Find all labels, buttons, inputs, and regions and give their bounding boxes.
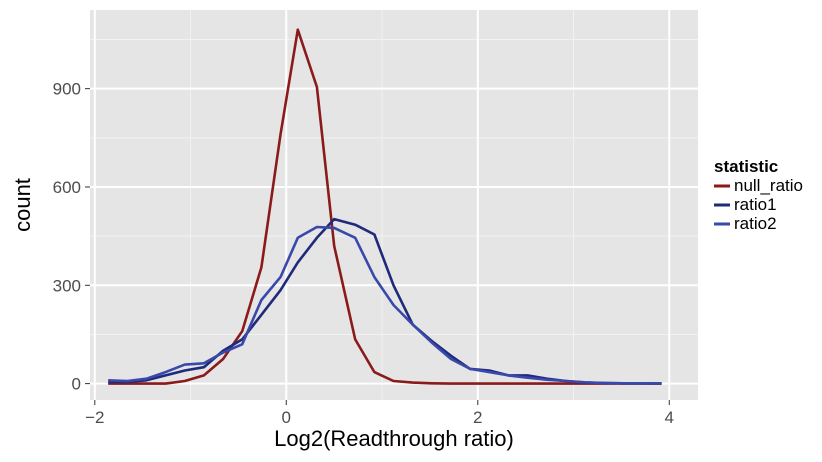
series-lines bbox=[108, 28, 662, 385]
plot-panel bbox=[90, 10, 698, 400]
series-line-null-ratio bbox=[108, 28, 662, 385]
y-axis-title: count bbox=[10, 178, 35, 232]
series-line-ratio2 bbox=[108, 225, 662, 385]
minor-gridlines bbox=[90, 10, 698, 400]
y-tick-label: 0 bbox=[72, 375, 81, 394]
y-tick-label: 300 bbox=[53, 276, 81, 295]
x-axis-title: Log2(Readthrough ratio) bbox=[274, 426, 514, 451]
y-axis-ticks: 0 300 600 900 bbox=[53, 80, 90, 394]
legend-title: statistic bbox=[714, 157, 778, 176]
x-tick-label: 0 bbox=[282, 408, 291, 427]
x-tick-label: 4 bbox=[665, 408, 674, 427]
legend-label: ratio2 bbox=[734, 214, 777, 233]
x-tick-label: −2 bbox=[85, 408, 104, 427]
y-tick-label: 600 bbox=[53, 178, 81, 197]
legend-label: null_ratio bbox=[734, 176, 803, 195]
x-tick-label: 2 bbox=[473, 408, 482, 427]
x-axis-ticks: −2 0 2 4 bbox=[85, 400, 674, 427]
y-tick-label: 900 bbox=[53, 80, 81, 99]
legend-label: ratio1 bbox=[734, 195, 777, 214]
